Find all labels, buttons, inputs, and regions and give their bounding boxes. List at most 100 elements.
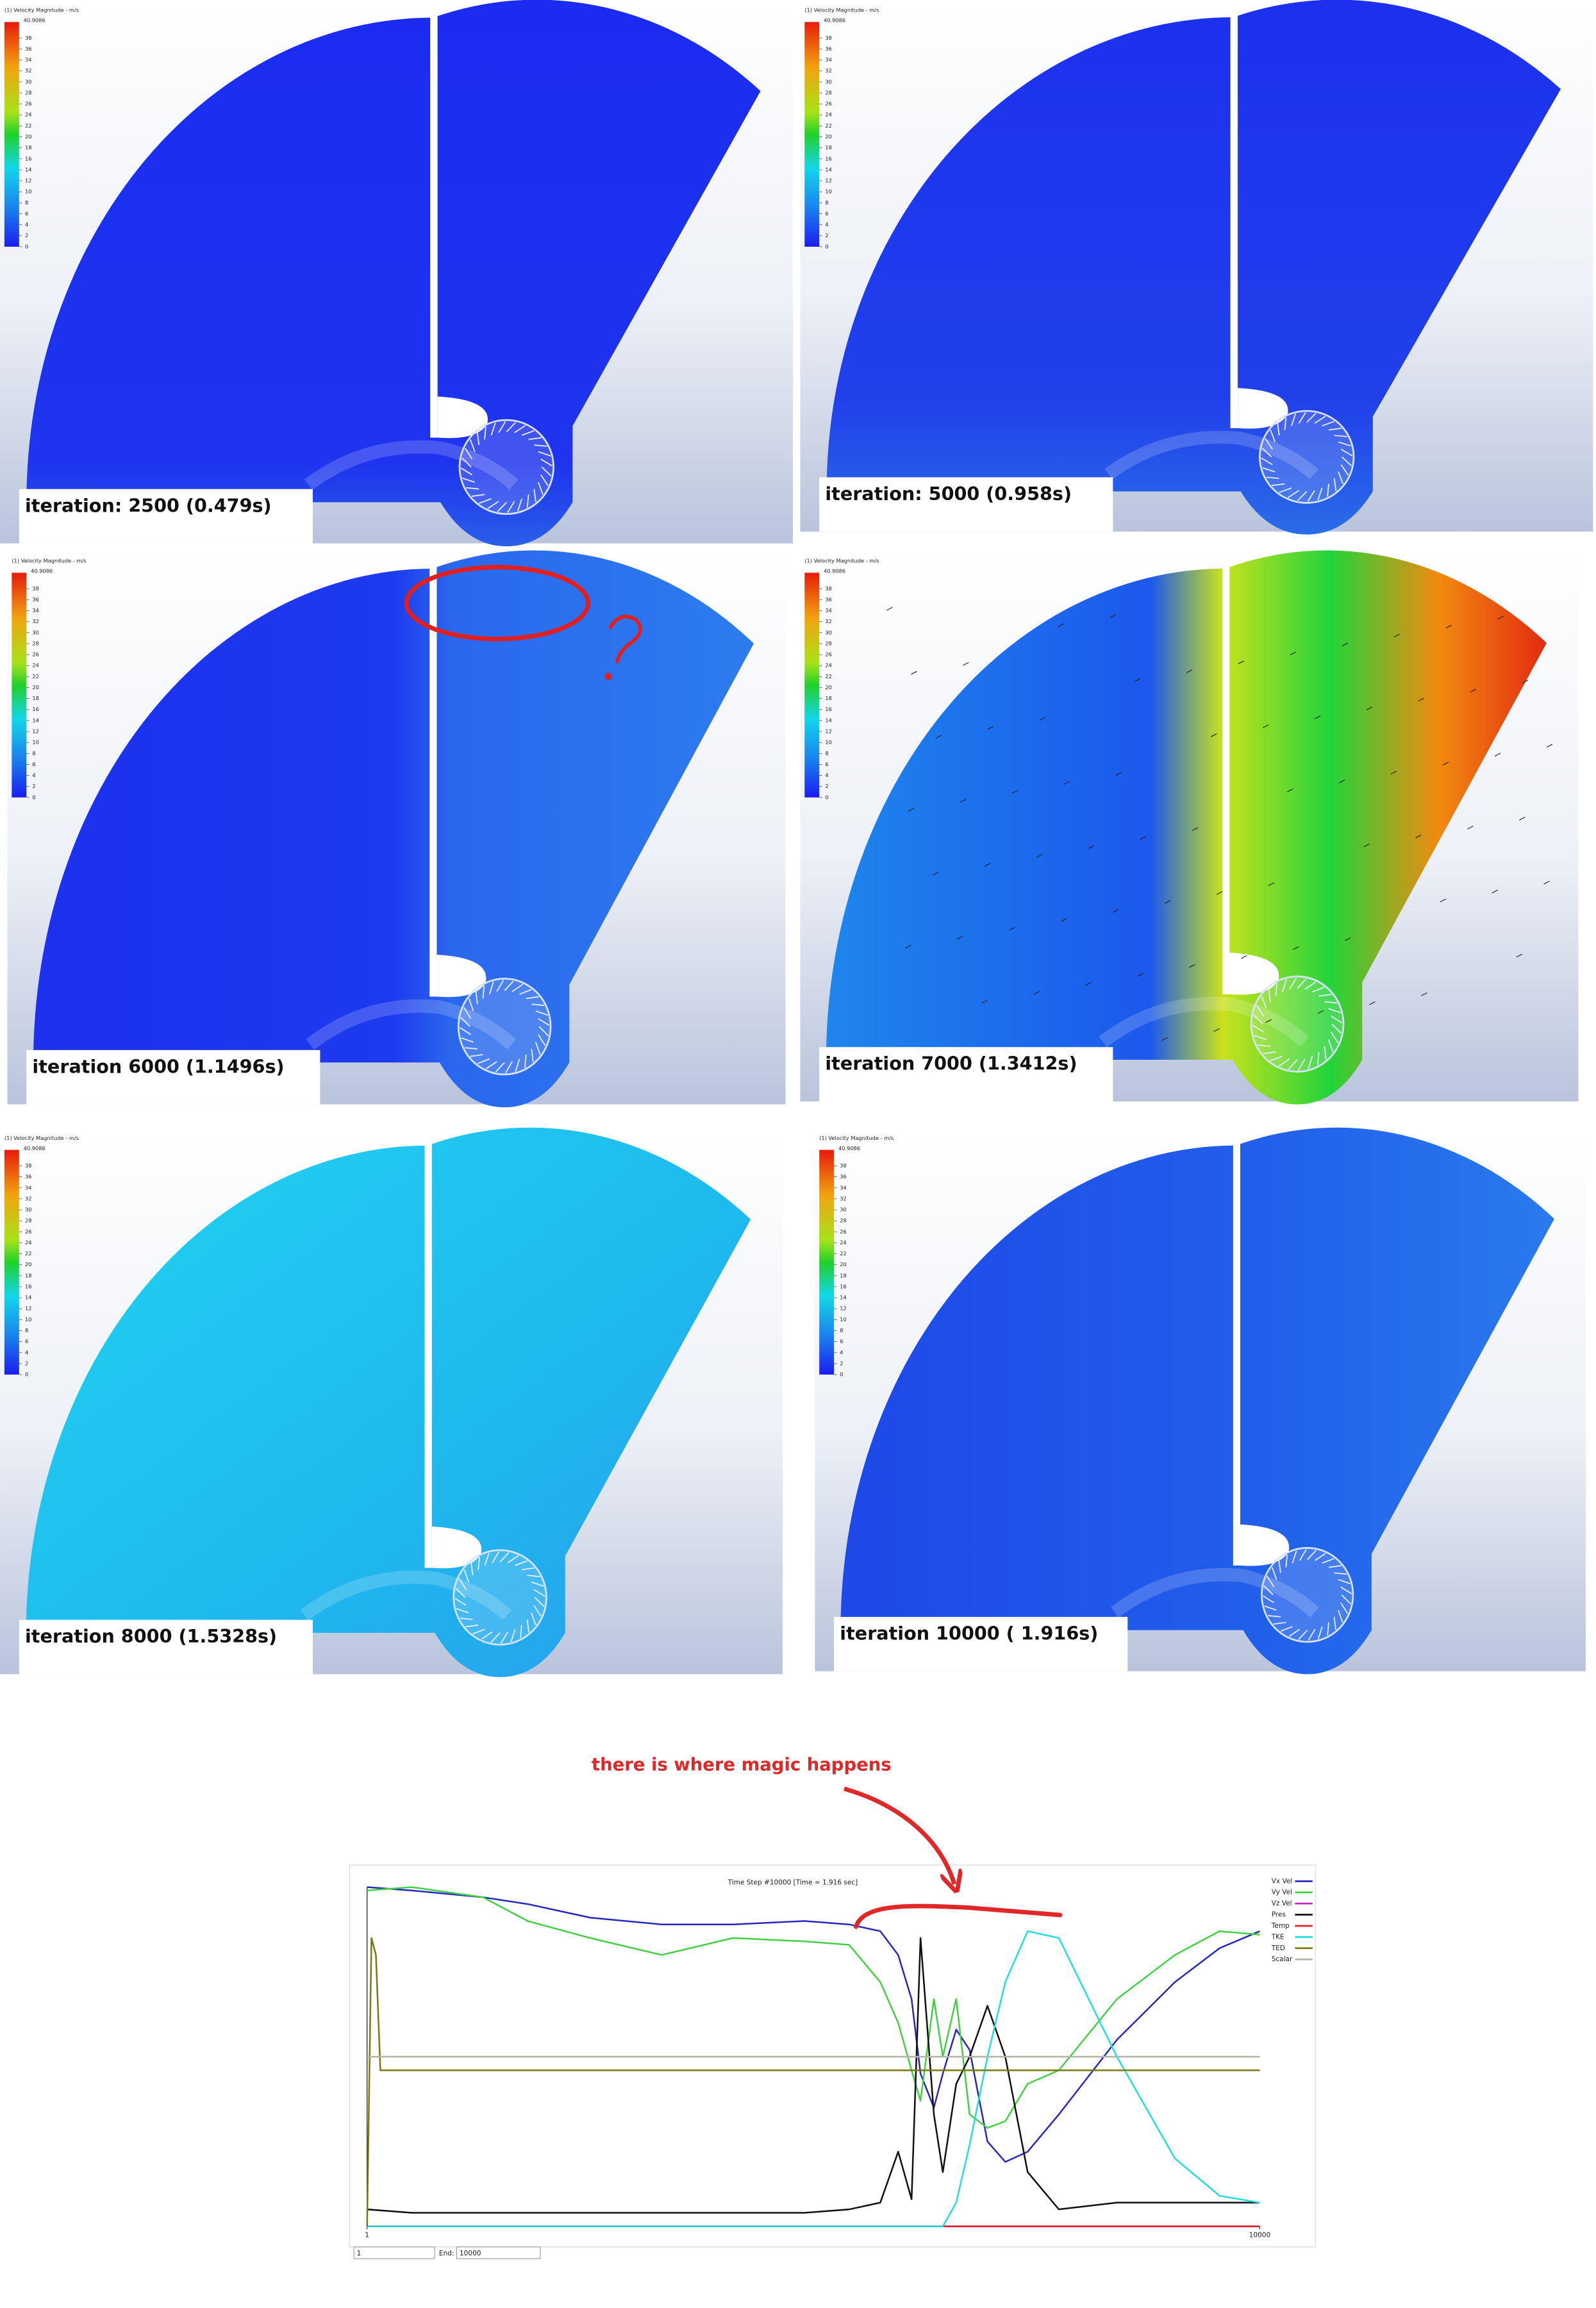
- rotor-blade: [1267, 1575, 1275, 1587]
- flow-arrow: [1546, 744, 1553, 748]
- rotor-blade: [1265, 438, 1273, 450]
- colorbar-tick-label: 34: [25, 56, 31, 63]
- baffle: [429, 565, 437, 997]
- caption: iteration: 5000 (0.958s): [825, 483, 1072, 505]
- rotor-blade: [1341, 1594, 1351, 1605]
- flow-arrow: [1470, 689, 1477, 693]
- colorbar-tick-label: 32: [840, 1195, 846, 1201]
- rotor-blade: [535, 1010, 548, 1016]
- sim-panel: (1) Velocity Magnitude - m/s 40.9086 38 36 3…: [0, 1127, 783, 1677]
- rotor-blade: [466, 487, 479, 490]
- rotor-blade: [1263, 1595, 1275, 1603]
- rotor-blade: [463, 1007, 472, 1019]
- rotor-blade: [1253, 1014, 1263, 1024]
- rotor-blade: [463, 1569, 470, 1582]
- colorbar-title: (1) Velocity Magnitude - m/s: [819, 1135, 894, 1141]
- rotor-blade: [1308, 1628, 1316, 1641]
- rotor-blade: [500, 1632, 508, 1644]
- colorbar-tick-label: 30: [25, 1207, 31, 1213]
- colorbar-tick-label: 34: [32, 607, 38, 614]
- flow-arrow: [1161, 1037, 1168, 1041]
- rotor-blade: [461, 457, 472, 468]
- flow-arrow: [1039, 717, 1045, 721]
- rotor-blade: [497, 501, 507, 512]
- legend-label: Vz Vel: [1272, 1900, 1292, 1907]
- rotor-blade: [1275, 983, 1278, 996]
- flow-arrow: [1287, 788, 1293, 792]
- flow-arrow: [1033, 991, 1040, 995]
- rotor-blade: [458, 1578, 467, 1590]
- rotor-blade: [520, 1625, 522, 1639]
- flow-arrow: [1115, 772, 1122, 776]
- flow-arrow: [1418, 698, 1425, 701]
- colorbar-tick-label: 12: [840, 1305, 846, 1312]
- end-input[interactable]: [456, 2246, 541, 2259]
- rotor-blade: [484, 426, 486, 440]
- flow-arrow: [1011, 790, 1018, 794]
- colorbar-tick-label: 14: [840, 1294, 846, 1301]
- colorbar-tick-label: 12: [825, 178, 831, 184]
- colorbar-tick-label: 18: [32, 695, 38, 701]
- colorbar-title: (1) Velocity Magnitude - m/s: [804, 558, 879, 564]
- series-line: [367, 1886, 1260, 2163]
- flow-arrow: [1415, 834, 1422, 839]
- rotor-blade: [1263, 1051, 1276, 1055]
- domain: [826, 550, 1553, 1105]
- rotor-blade: [1340, 464, 1349, 476]
- flow-arrow: [1210, 733, 1217, 737]
- flow-arrow: [1213, 1028, 1220, 1032]
- colorbar: [12, 573, 27, 798]
- colorbar: [804, 22, 820, 247]
- rotor-blade: [1268, 1615, 1281, 1618]
- rotor-blade: [1317, 487, 1323, 501]
- colorbar-tick-label: 24: [840, 1239, 846, 1246]
- colorbar-tick-label: 26: [32, 651, 38, 658]
- colorbar-tick-label: 22: [825, 673, 831, 680]
- flow-arrow: [1036, 854, 1043, 858]
- rotor-blade: [1331, 1023, 1342, 1034]
- flow-arrow: [1164, 900, 1171, 904]
- annotation-arrow: [844, 1786, 954, 1884]
- rotor-blade: [1338, 441, 1351, 447]
- rotor-blade: [1327, 1622, 1329, 1635]
- caption-box: [26, 1049, 320, 1105]
- flow-arrow: [1522, 680, 1529, 684]
- colorbar-tick-label: 8: [25, 1327, 28, 1334]
- rotor-blade: [496, 980, 504, 992]
- colorbar-tick-label: 6: [32, 761, 35, 767]
- rotor-blade: [1264, 1605, 1277, 1611]
- flow-arrow: [1265, 1019, 1272, 1023]
- rotor-blade: [479, 498, 492, 504]
- colorbar-tick-label: 8: [825, 750, 828, 757]
- rotor-blade: [526, 996, 539, 999]
- caption: iteration 7000 (1.3412s): [825, 1053, 1077, 1075]
- rotor-blade: [1287, 490, 1299, 498]
- colorbar-title: (1) Velocity Magnitude - m/s: [4, 1135, 79, 1141]
- colorbar-tick-label: 30: [25, 78, 31, 85]
- colorbar-tick-label: 38: [840, 1162, 846, 1169]
- rotor-blade: [534, 444, 547, 447]
- rotor-blade: [469, 439, 476, 452]
- flow-arrow: [1085, 982, 1092, 986]
- rotor-blade: [1312, 987, 1325, 992]
- rotor-blade: [540, 474, 549, 487]
- rotor-blade: [540, 458, 553, 467]
- rotor-blade: [1263, 1585, 1274, 1596]
- rotor-blade: [507, 1555, 519, 1564]
- flow-arrow: [905, 944, 911, 949]
- flow-arrow: [1393, 633, 1400, 638]
- start-input[interactable]: [353, 2246, 435, 2259]
- rotor-blade: [521, 1567, 535, 1571]
- colorbar-tick-label: 8: [32, 750, 35, 757]
- wake-band: [306, 999, 517, 1050]
- rotor-blade: [490, 422, 496, 436]
- colorbar-tick-label: 36: [825, 596, 831, 603]
- rotor-blade: [541, 466, 552, 477]
- flow-arrow: [1189, 964, 1195, 968]
- series-line: [366, 1937, 1260, 2227]
- rotor-blade: [1328, 1008, 1341, 1014]
- flow-arrow: [1440, 898, 1446, 903]
- colorbar: [4, 1150, 19, 1375]
- flow-arrow: [1088, 845, 1095, 849]
- flow-arrow: [1445, 624, 1452, 629]
